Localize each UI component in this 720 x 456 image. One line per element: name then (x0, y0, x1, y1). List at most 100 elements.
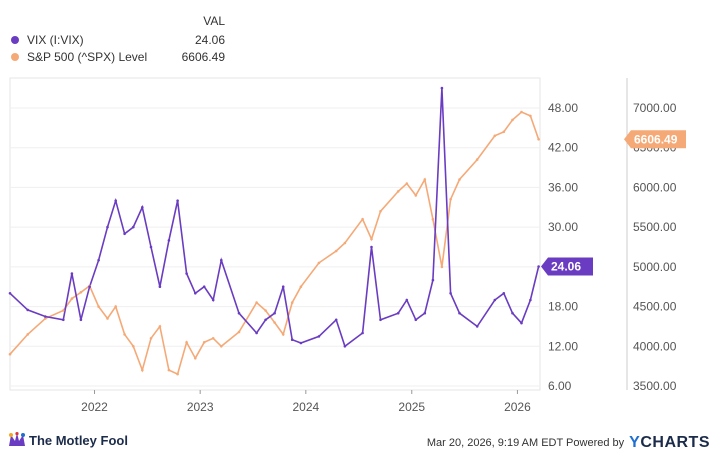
point-spx-29 (317, 261, 321, 265)
point-spx-3 (62, 309, 65, 312)
point-spx-45 (502, 130, 506, 134)
legend-item-spx[interactable]: S&P 500 (^SPX) Level 6606.49 (10, 48, 225, 65)
point-vix-43 (475, 325, 479, 328)
point-vix-41 (449, 292, 452, 295)
value-label-vix: 24.06 (541, 257, 593, 276)
point-spx-9 (114, 305, 117, 308)
point-spx-25 (273, 321, 276, 324)
point-vix-15 (167, 239, 171, 242)
point-vix-0 (8, 292, 12, 295)
point-vix-38 (423, 311, 427, 315)
point-vix-10 (123, 232, 126, 236)
point-vix-11 (132, 225, 135, 229)
value-label-spx-text: 6606.49 (634, 132, 678, 146)
point-vix-27 (290, 338, 294, 342)
point-spx-16 (176, 372, 179, 376)
point-spx-44 (493, 134, 497, 138)
point-vix-48 (529, 298, 532, 302)
point-vix-2 (44, 315, 47, 318)
point-spx-35 (396, 190, 400, 193)
legend-dot-icon (11, 35, 19, 44)
series-markers (8, 86, 540, 376)
point-vix-25 (273, 311, 276, 315)
point-vix-29 (317, 335, 321, 338)
x-tick-2: 2024 (292, 400, 319, 414)
x-tick-0: 2022 (81, 400, 108, 414)
value-label-spx: 6606.49 (624, 130, 686, 149)
point-spx-13 (149, 337, 153, 340)
point-vix-45 (502, 292, 506, 295)
point-spx-42 (458, 178, 461, 181)
point-vix-4 (70, 272, 74, 275)
point-vix-28 (299, 341, 303, 345)
ycharts-logo[interactable]: YCHARTS (629, 434, 710, 452)
point-spx-12 (141, 368, 144, 372)
ycharts-logo-rest: CHARTS (640, 434, 710, 451)
series-line-vix (9, 88, 540, 348)
point-spx-24 (264, 309, 267, 312)
point-vix-6 (88, 285, 91, 289)
y-right-tick-6: 4000.00 (633, 339, 677, 353)
point-vix-37 (414, 318, 418, 322)
legend-item-label: VIX (I:VIX) (27, 32, 84, 47)
x-axis-ticks: 2022 2023 2024 2025 2026 (81, 390, 531, 414)
point-vix-35 (396, 311, 400, 315)
point-vix-30 (334, 318, 338, 322)
point-vix-21 (220, 258, 223, 262)
point-spx-47 (520, 110, 523, 114)
point-spx-40 (440, 265, 444, 269)
point-vix-40 (440, 86, 444, 90)
point-spx-49 (537, 138, 540, 141)
value-label-vix-text: 24.06 (551, 259, 581, 273)
point-spx-30 (334, 249, 338, 253)
point-vix-20 (211, 298, 215, 302)
point-spx-41 (449, 198, 452, 201)
point-vix-42 (458, 311, 461, 315)
point-spx-37 (414, 194, 418, 197)
legend: VAL VIX (I:VIX) 24.06 S&P 500 (^SPX) Lev… (10, 14, 225, 65)
point-spx-27 (290, 301, 294, 304)
point-spx-1 (26, 333, 30, 336)
ycharts-logo-y: Y (629, 434, 641, 451)
motley-fool-logo[interactable]: The Motley Fool (8, 432, 128, 448)
footer-attribution: Mar 20, 2026, 9:19 AM EDT Powered by YCH… (427, 434, 710, 452)
plot-area (9, 77, 541, 391)
point-vix-31 (343, 345, 347, 348)
y-axis-right-ticks: 7000.006500.006000.005500.005000.004500.… (633, 101, 677, 393)
value-label-spx-bg (624, 130, 686, 149)
point-vix-1 (26, 308, 30, 312)
jester-hat-icon (9, 432, 25, 446)
timestamp: Mar 20, 2026, 9:19 AM EDT Powered by (426, 437, 625, 449)
point-spx-7 (97, 305, 100, 308)
legend-item-vix[interactable]: VIX (I:VIX) 24.06 (10, 31, 225, 48)
point-spx-5 (79, 291, 83, 294)
y-right-tick-3: 5500.00 (633, 220, 677, 234)
y-right-tick-2: 6000.00 (633, 180, 677, 194)
point-spx-19 (202, 341, 206, 344)
y-left-tick-1: 42.00 (548, 141, 578, 155)
point-spx-11 (132, 345, 135, 348)
point-spx-39 (431, 217, 435, 221)
point-spx-20 (211, 337, 215, 340)
point-vix-19 (202, 285, 206, 289)
point-vix-23 (255, 331, 258, 335)
line-chart: 2022 2023 2024 2025 2026 48.00 42.00 36.00 30.0… (8, 77, 686, 414)
point-vix-12 (141, 206, 144, 209)
point-vix-39 (431, 278, 435, 282)
point-vix-7 (97, 258, 100, 262)
y-left-tick-5: 18.00 (548, 300, 578, 314)
point-vix-24 (264, 318, 267, 322)
point-spx-23 (255, 301, 258, 304)
legend-item-value: 6606.49 (181, 49, 225, 64)
point-vix-22 (237, 311, 241, 315)
point-spx-43 (475, 158, 479, 161)
point-vix-9 (114, 199, 117, 202)
point-vix-8 (106, 225, 109, 229)
point-vix-26 (281, 285, 285, 289)
point-vix-16 (176, 199, 179, 202)
y-left-tick-0: 48.00 (548, 101, 578, 115)
point-spx-22 (237, 330, 241, 334)
point-spx-21 (220, 345, 223, 348)
legend-header: VAL (203, 14, 225, 28)
